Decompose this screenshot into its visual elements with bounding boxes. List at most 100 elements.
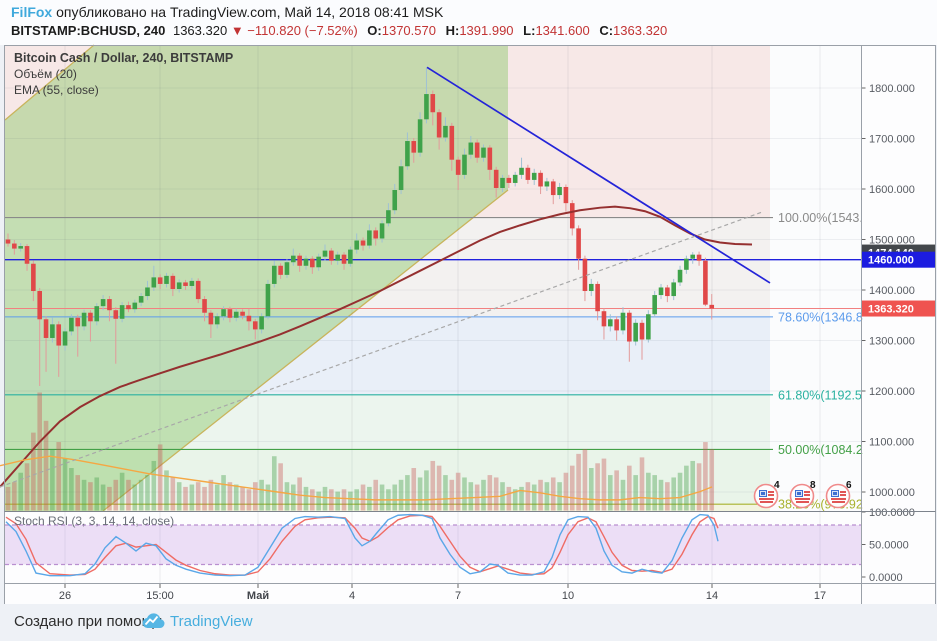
volume-bar	[405, 475, 410, 511]
candle-down	[278, 265, 283, 275]
candle-down	[43, 319, 49, 338]
candle-down	[252, 321, 258, 330]
volume-bar	[24, 463, 30, 511]
volume-bar	[690, 460, 696, 511]
candle-up	[335, 254, 340, 261]
ema-curve[interactable]	[0, 205, 753, 488]
candle-down	[208, 312, 214, 325]
dashed-trendline[interactable]	[0, 211, 764, 488]
candle-down	[614, 319, 619, 331]
candle-down	[360, 240, 366, 246]
symbol-label[interactable]: BITSTAMP:BCHUSD, 240	[11, 23, 166, 38]
candle-up	[481, 147, 486, 158]
candle-down	[493, 169, 499, 188]
volume-bar	[56, 442, 62, 511]
volume-bar	[271, 456, 277, 511]
volume-bar	[544, 482, 550, 511]
descending-trendline[interactable]	[426, 66, 771, 284]
candle-up	[652, 295, 657, 315]
volume-bar	[519, 486, 524, 511]
legend-title[interactable]: Bitcoin Cash / Dollar, 240, BITSTAMP	[14, 51, 234, 65]
author-link[interactable]: FilFox	[11, 4, 53, 20]
candle-up	[379, 223, 385, 239]
volume-bar	[614, 470, 619, 511]
time-tick-label[interactable]: 15:00	[146, 590, 174, 602]
candle-down	[246, 315, 252, 322]
price-tick-label: 1000.000	[869, 487, 915, 499]
ema-line[interactable]	[0, 205, 753, 488]
candle-down	[639, 322, 645, 340]
candle-down	[474, 142, 480, 158]
candle-up	[151, 277, 157, 288]
time-tick-label[interactable]: 17	[814, 590, 826, 602]
time-tick-label[interactable]: 4	[349, 590, 355, 602]
volume-bar	[214, 484, 220, 511]
price-tick-label: 1100.000	[869, 437, 914, 449]
zone-gray	[5, 217, 770, 317]
volume-bar	[468, 482, 474, 511]
stoch-rsi-label[interactable]: Stoch RSI (3, 3, 14, 14, close)	[14, 514, 175, 528]
volume-bar	[576, 453, 581, 511]
time-tick-label[interactable]: Май	[247, 590, 269, 602]
header: FilFox опубликовано на TradingView.com, …	[0, 0, 937, 45]
volume-bar	[170, 477, 176, 511]
volume-bar	[360, 484, 366, 511]
zone-pink	[5, 45, 770, 218]
volume-bar	[221, 475, 226, 511]
fib-label: 100.00%(1543.	[778, 211, 863, 225]
candle-up	[398, 166, 404, 191]
time-axis-bg[interactable]	[5, 584, 936, 604]
candle-down	[88, 312, 93, 322]
candle-down	[696, 254, 702, 261]
stoch-pane	[5, 524, 861, 566]
trendlines[interactable]	[0, 66, 771, 488]
legend-ema[interactable]: EMA (55, close)	[14, 83, 99, 97]
time-tick-label[interactable]: 10	[562, 590, 574, 602]
legend-volume[interactable]: Объём (20)	[14, 67, 77, 81]
volume-bar	[50, 449, 55, 511]
idea-badge[interactable]: 4	[753, 480, 781, 509]
fib-label: 50.00%(1084.2	[778, 443, 863, 457]
candle-down	[455, 159, 461, 175]
badge-flag-canton	[831, 490, 839, 497]
chart-legend[interactable]: Bitcoin Cash / Dollar, 240, BITSTAMP Объ…	[14, 50, 233, 98]
volume-bar	[132, 484, 138, 511]
price-axis-bg[interactable]	[861, 45, 936, 604]
candle-up	[100, 299, 106, 307]
time-tick-label[interactable]: 7	[455, 590, 461, 602]
volume-bar	[145, 475, 150, 511]
candle-up	[386, 210, 391, 224]
horizontal-lines[interactable]	[5, 259, 861, 310]
volume-bar	[703, 442, 708, 511]
volume-bar	[436, 465, 442, 511]
candle-up	[620, 312, 626, 331]
volume-bar	[709, 449, 715, 511]
volume-bar	[107, 486, 112, 511]
idea-badges[interactable]: 4 8 6	[753, 480, 853, 509]
candle-up	[221, 309, 226, 317]
volume-bar	[176, 482, 182, 511]
candle-up	[646, 314, 651, 340]
time-tick-label[interactable]: 14	[706, 590, 718, 602]
volume-bar	[373, 479, 379, 511]
tradingview-link[interactable]: TradingView	[170, 613, 253, 630]
stoch-tick-label: 50.0000	[869, 540, 909, 552]
candle-down	[538, 172, 543, 187]
time-tick-label[interactable]: 26	[59, 590, 71, 602]
volume-bar	[481, 479, 486, 511]
channel-lower-line[interactable]	[102, 189, 509, 512]
volume-bar	[69, 468, 74, 511]
volume-bar	[684, 465, 689, 511]
volume-bar	[138, 479, 144, 511]
candle-down	[37, 291, 42, 320]
channel-upper-line[interactable]	[4, 44, 95, 121]
idea-badge[interactable]: 6	[825, 480, 853, 509]
idea-badge[interactable]: 8	[789, 480, 817, 509]
volume-bar	[392, 484, 398, 511]
volume-bar	[227, 482, 233, 511]
candle-down	[107, 299, 112, 311]
candle-down	[31, 263, 36, 292]
tradingview-logo-icon[interactable]	[141, 611, 165, 631]
